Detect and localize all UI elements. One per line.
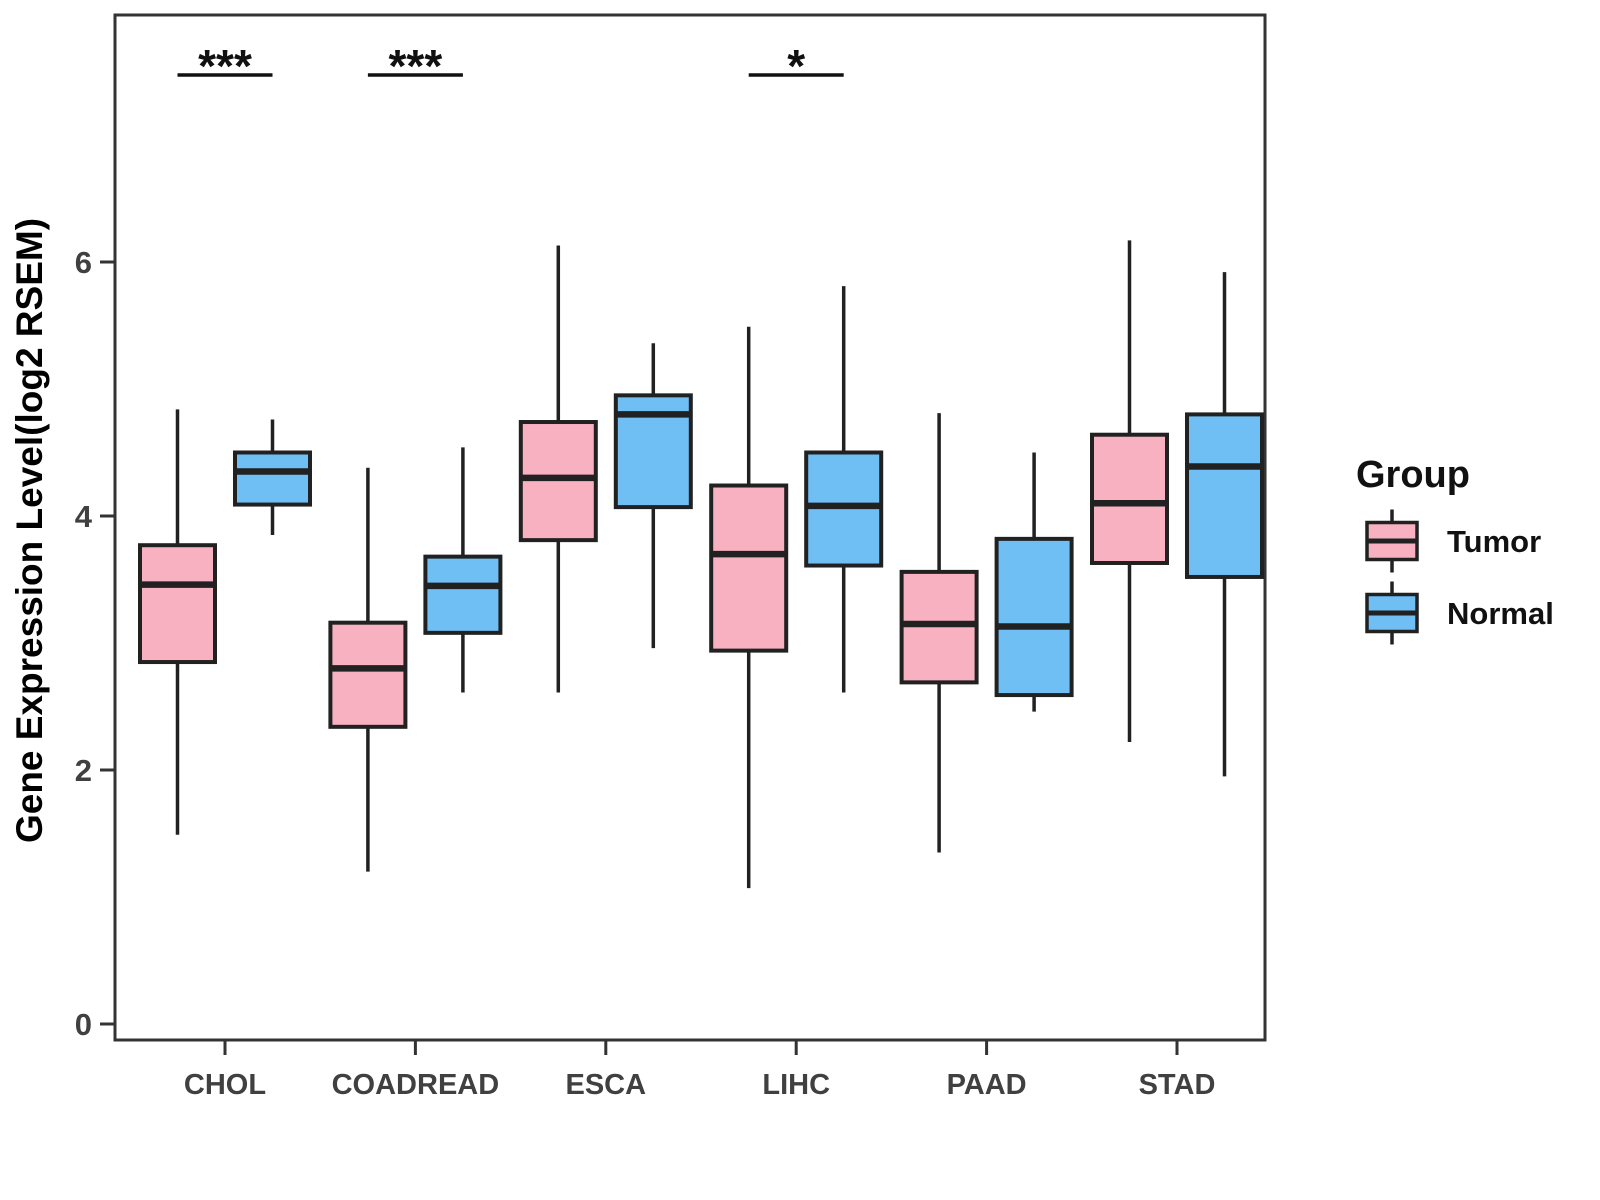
y-tick-label-4: 4 xyxy=(75,499,93,534)
y-tick-label-6: 6 xyxy=(75,245,92,280)
box-STAD-Tumor xyxy=(1090,432,1169,565)
x-tick-label-LIHC: LIHC xyxy=(762,1069,830,1101)
significance-stars-COADREAD: *** xyxy=(389,40,443,92)
x-tick-label-PAAD: PAAD xyxy=(947,1069,1027,1101)
legend-label-Tumor: Tumor xyxy=(1447,524,1541,559)
x-tick-label-CHOL: CHOL xyxy=(184,1069,266,1101)
x-tick-label-STAD: STAD xyxy=(1139,1069,1216,1101)
legend-label-Normal: Normal xyxy=(1447,596,1554,631)
y-tick-label-0: 0 xyxy=(75,1007,92,1042)
significance-stars-CHOL: *** xyxy=(198,40,252,92)
legend-title: Group xyxy=(1356,454,1470,496)
box-STAD-Normal xyxy=(1185,412,1264,579)
x-tick-label-ESCA: ESCA xyxy=(566,1069,647,1101)
box-LIHC-Tumor xyxy=(709,483,789,653)
box-CHOL-Normal xyxy=(233,450,312,507)
box-CHOL-Tumor xyxy=(138,543,217,665)
plot-panel-border xyxy=(113,13,1267,1042)
y-tick-label-2: 2 xyxy=(75,753,92,788)
significance-stars-LIHC: * xyxy=(787,40,805,92)
box-COADREAD-Normal xyxy=(423,554,503,635)
x-tick-label-COADREAD: COADREAD xyxy=(332,1069,500,1101)
box-PAAD-Normal xyxy=(994,536,1074,698)
y-axis-title: Gene Expression Level(log2 RSEM) xyxy=(9,218,50,843)
box-COADREAD-Tumor xyxy=(328,620,408,729)
